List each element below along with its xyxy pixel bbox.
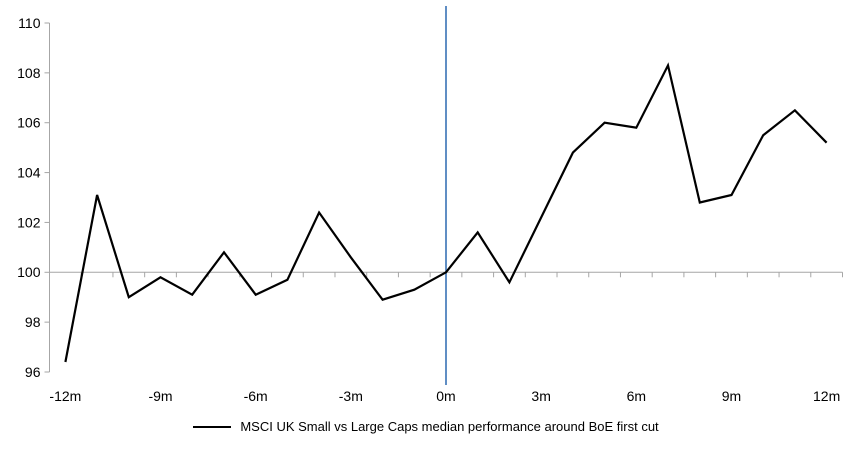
x-tick-label-3m: 3m — [531, 388, 550, 404]
legend-label: MSCI UK Small vs Large Caps median perfo… — [240, 419, 659, 434]
y-tick-label-102: 102 — [17, 214, 41, 230]
data-series-group — [64, 62, 828, 363]
y-tick-label-108: 108 — [17, 65, 41, 81]
y-tick-label-104: 104 — [17, 164, 41, 180]
x-tick-label-6m: 6m — [627, 388, 646, 404]
x-tick-label-9m: 9m — [722, 388, 741, 404]
legend-line-swatch — [193, 425, 232, 428]
x-tick-label-12m: 12m — [813, 388, 840, 404]
data-line-series — [64, 62, 828, 363]
x-tick-label--9m: -9m — [148, 388, 172, 404]
y-tick-label-98: 98 — [25, 314, 41, 330]
y-tick-label-110: 110 — [18, 15, 41, 31]
y-tick-label-106: 106 — [17, 115, 41, 131]
x-tick-label--6m: -6m — [244, 388, 268, 404]
x-tick-label--3m: -3m — [339, 388, 363, 404]
y-tick-label-100: 100 — [17, 264, 41, 280]
legend: MSCI UK Small vs Large Caps median perfo… — [0, 419, 852, 434]
y-tick-label-96: 96 — [25, 364, 41, 380]
axes-group: 96 98 100 102 104 106 108 110 -12m -9m -6m -3m 0m 3m 6… — [17, 15, 843, 404]
x-tick-label-0m: 0m — [436, 388, 455, 404]
x-tick-label--12m: -12m — [49, 388, 81, 404]
